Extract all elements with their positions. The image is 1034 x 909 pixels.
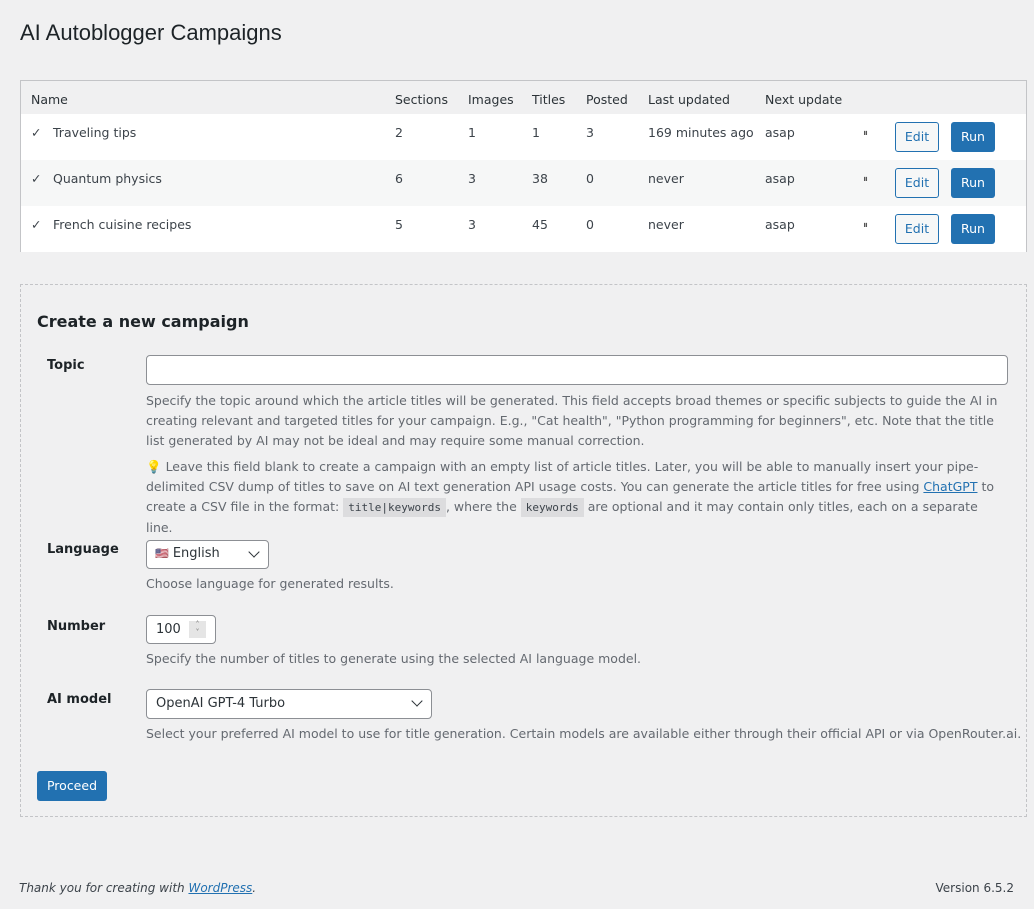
topic-tip: 💡 Leave this field blank to create a cam… bbox=[146, 457, 1006, 538]
last-updated: never bbox=[648, 171, 684, 186]
wordpress-link[interactable]: WordPress bbox=[188, 881, 253, 895]
next-update: asap bbox=[765, 171, 795, 186]
edit-button[interactable]: Edit bbox=[895, 122, 939, 152]
run-button[interactable]: Run bbox=[951, 122, 995, 152]
proceed-button[interactable]: Proceed bbox=[37, 771, 107, 801]
col-name: Name bbox=[31, 92, 68, 107]
chevron-down-icon bbox=[411, 695, 423, 707]
col-next-update: Next update bbox=[765, 92, 843, 107]
posted: 0 bbox=[586, 217, 594, 232]
pause-icon[interactable]: ⏸ bbox=[863, 174, 868, 185]
topic-input[interactable] bbox=[146, 355, 1008, 385]
language-value: English bbox=[172, 546, 220, 561]
col-sections: Sections bbox=[395, 92, 448, 107]
checkmark-icon: ✓ bbox=[31, 217, 42, 232]
footer-period: . bbox=[252, 881, 257, 895]
sections: 2 bbox=[395, 125, 403, 140]
images: 1 bbox=[468, 125, 476, 140]
col-titles: Titles bbox=[532, 92, 566, 107]
model-description: Select your preferred AI model to use fo… bbox=[146, 726, 1022, 741]
page-title: AI Autoblogger Campaigns bbox=[20, 20, 282, 45]
model-value: OpenAI GPT-4 Turbo bbox=[156, 696, 286, 711]
checkmark-icon: ✓ bbox=[31, 171, 42, 186]
last-updated: 169 minutes ago bbox=[648, 125, 754, 140]
next-update: asap bbox=[765, 217, 795, 232]
last-updated: never bbox=[648, 217, 684, 232]
language-select[interactable]: 🇺🇸 English bbox=[146, 540, 269, 569]
images: 3 bbox=[468, 171, 476, 186]
sections: 6 bbox=[395, 171, 403, 186]
pause-icon[interactable]: ⏸ bbox=[863, 128, 868, 139]
run-button[interactable]: Run bbox=[951, 214, 995, 244]
table-row: ✓ Traveling tips 2 1 1 3 169 minutes ago… bbox=[21, 114, 1026, 160]
footer-thanks: Thank you for creating with WordPress. bbox=[19, 881, 256, 895]
run-button[interactable]: Run bbox=[951, 168, 995, 198]
table-header: Name Sections Images Titles Posted Last … bbox=[21, 81, 1026, 114]
col-last-updated: Last updated bbox=[648, 92, 730, 107]
number-input[interactable]: 100 ˄ ˅ bbox=[146, 615, 216, 644]
model-label: AI model bbox=[47, 692, 112, 707]
campaign-name: Quantum physics bbox=[53, 171, 162, 186]
campaigns-table: Name Sections Images Titles Posted Last … bbox=[20, 80, 1027, 252]
footer-text: Thank you for creating with bbox=[19, 881, 189, 895]
campaign-name: French cuisine recipes bbox=[53, 217, 192, 232]
next-update: asap bbox=[765, 125, 795, 140]
language-label: Language bbox=[47, 542, 119, 557]
language-description: Choose language for generated results. bbox=[146, 576, 394, 591]
edit-button[interactable]: Edit bbox=[895, 168, 939, 198]
edit-button[interactable]: Edit bbox=[895, 214, 939, 244]
campaign-name: Traveling tips bbox=[53, 125, 137, 140]
chevron-down-icon bbox=[248, 546, 260, 558]
topic-description: Specify the topic around which the artic… bbox=[146, 393, 998, 448]
lightbulb-icon: 💡 bbox=[146, 459, 162, 474]
images: 3 bbox=[468, 217, 476, 232]
model-select[interactable]: OpenAI GPT-4 Turbo bbox=[146, 689, 432, 719]
number-description: Specify the number of titles to generate… bbox=[146, 651, 642, 666]
topic-label: Topic bbox=[47, 358, 85, 373]
sections: 5 bbox=[395, 217, 403, 232]
col-images: Images bbox=[468, 92, 514, 107]
number-value: 100 bbox=[156, 622, 181, 637]
posted: 0 bbox=[586, 171, 594, 186]
checkmark-icon: ✓ bbox=[31, 125, 42, 140]
create-heading: Create a new campaign bbox=[37, 312, 249, 331]
tip-text: Leave this field blank to create a campa… bbox=[146, 459, 979, 494]
col-posted: Posted bbox=[586, 92, 628, 107]
titles: 45 bbox=[532, 217, 548, 232]
titles: 1 bbox=[532, 125, 540, 140]
code-keywords: keywords bbox=[520, 498, 584, 517]
number-label: Number bbox=[47, 619, 106, 634]
pause-icon[interactable]: ⏸ bbox=[863, 220, 868, 231]
tip-text: , where the bbox=[445, 499, 521, 514]
tip-text: are optional and it may contain only tit… bbox=[146, 499, 978, 535]
tip-text: to create a CSV file in the format: bbox=[146, 479, 995, 514]
titles: 38 bbox=[532, 171, 548, 186]
spinner-icon[interactable]: ˄ ˅ bbox=[189, 621, 206, 638]
create-campaign-panel: Create a new campaign Topic Specify the … bbox=[20, 284, 1027, 817]
code-format: title|keywords bbox=[343, 498, 446, 517]
table-row: ✓ French cuisine recipes 5 3 45 0 never … bbox=[21, 206, 1026, 252]
chatgpt-link[interactable]: ChatGPT bbox=[923, 479, 978, 494]
version: Version 6.5.2 bbox=[935, 881, 1014, 895]
us-flag-icon: 🇺🇸 bbox=[155, 547, 169, 560]
table-row: ✓ Quantum physics 6 3 38 0 never asap ⏸ … bbox=[21, 160, 1026, 206]
posted: 3 bbox=[586, 125, 594, 140]
